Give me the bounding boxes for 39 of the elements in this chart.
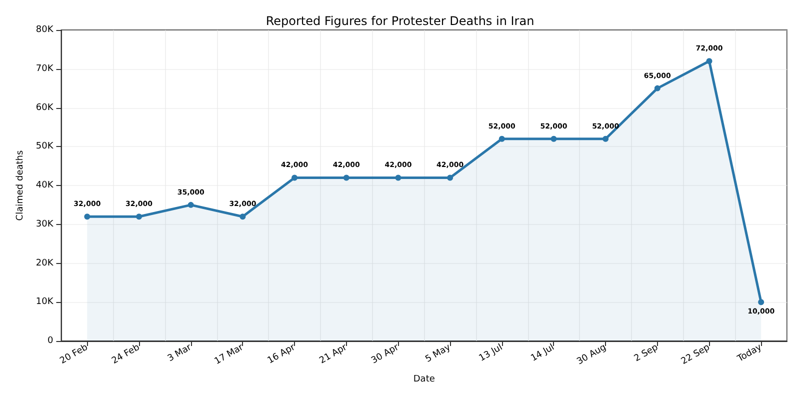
x-tick-label: 16 Apr (266, 342, 298, 366)
y-tick-label: 40K (36, 180, 54, 190)
x-tick-label: 13 Jul (478, 342, 504, 364)
chart-title: Reported Figures for Protester Deaths in Iran (266, 14, 534, 28)
y-tick-label: 20K (36, 258, 54, 268)
x-tick-label: 14 Jul (529, 342, 556, 364)
y-tick-label: 30K (36, 219, 54, 230)
point (240, 214, 246, 220)
y-tick-label: 70K (36, 64, 54, 74)
point (602, 136, 609, 142)
x-tick-label: 21 Apr (318, 342, 350, 366)
y-axis-title: Claimed deaths (16, 150, 26, 221)
x-tick-label: 30 Apr (370, 342, 401, 366)
point (136, 214, 142, 220)
y-tick-label: 60K (36, 102, 54, 113)
x-tick-label: 3 Mar (166, 342, 194, 364)
x-tick-label: 17 Mar (213, 342, 246, 367)
x-axis-title: Date (413, 374, 436, 384)
x-tick-label: 2 Sep (632, 342, 660, 364)
point (343, 174, 350, 181)
point (758, 299, 764, 306)
point (292, 174, 298, 181)
point (706, 58, 712, 64)
point (395, 174, 402, 181)
x-tick-label: 30 Aug (575, 342, 608, 368)
point (188, 202, 194, 208)
point (84, 214, 90, 220)
x-tick-label: 22 Sep (680, 342, 712, 367)
y-tick-label: 0 (48, 336, 54, 346)
y-tick-label: 80K (36, 25, 54, 35)
y-tick-label: 10K (36, 297, 54, 308)
x-tick-label: 20 Feb (58, 342, 90, 366)
point (447, 174, 454, 181)
y-tick-label: 50K (36, 142, 54, 152)
x-tick-label: 5 May (424, 342, 454, 365)
point (550, 136, 557, 142)
point (498, 136, 505, 142)
point (654, 85, 660, 92)
x-tick-label: 24 Feb (110, 342, 142, 366)
